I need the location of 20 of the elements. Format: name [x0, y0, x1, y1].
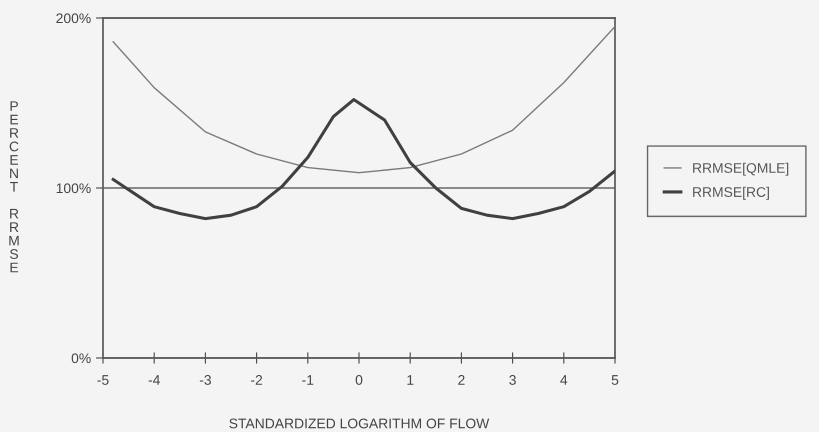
y-tick-label: 100% — [56, 183, 91, 194]
x-tick-label: 1 — [407, 375, 414, 385]
x-tick-label: 4 — [560, 375, 568, 385]
x-tick-label: 0 — [356, 375, 362, 385]
y-tick-label: 0% — [72, 353, 91, 364]
x-tick-label: 5 — [612, 375, 618, 385]
x-tick-label: -4 — [148, 375, 160, 385]
x-tick-label: -2 — [251, 375, 262, 385]
legend-label: RRMSE[RC] — [693, 186, 769, 200]
x-tick-label: -5 — [97, 375, 109, 385]
line-series — [112, 98, 615, 220]
line-series — [112, 26, 615, 174]
x-tick-label: 2 — [458, 375, 465, 385]
y-tick-label: 200% — [56, 13, 91, 24]
x-tick-label: -3 — [200, 375, 211, 385]
x-tick-label: 3 — [509, 375, 516, 385]
text: PERCENT RRMSE — [9, 101, 19, 272]
x-tick-label: -1 — [302, 375, 314, 385]
legend-label: RRMSE[QMLE] — [693, 162, 788, 176]
x-axis-title: STANDARDIZED LOGARITHM OF FLOW — [229, 418, 490, 428]
